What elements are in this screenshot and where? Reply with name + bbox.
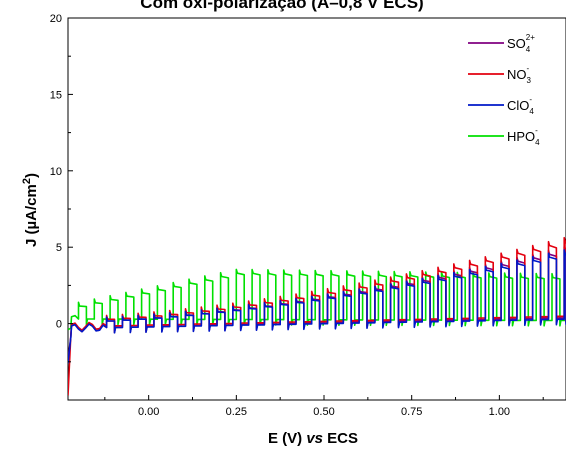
x-axis-title-main: E (V) <box>268 430 306 447</box>
legend-label-main: SO <box>507 36 526 51</box>
series-line-so <box>68 246 566 359</box>
legend-label-sup: - <box>526 64 529 73</box>
y-axis-title: J (µA/cm2) <box>21 173 40 247</box>
y-axis-title-close: ) <box>23 173 40 178</box>
legend-label-sub: 3 <box>527 76 532 85</box>
series-line-clo <box>68 249 566 364</box>
series-line-no <box>68 236 566 396</box>
y-axis-title-unit: A/cm <box>23 184 40 221</box>
x-axis-title-italic: vs <box>306 430 323 447</box>
x-tick-label: 1.00 <box>489 406 510 418</box>
y-tick-label: 5 <box>56 242 62 254</box>
chart-title: Com oxi-polarização (A–0,8 V ECS) <box>140 0 423 12</box>
legend-label: ClO4 - <box>507 95 534 116</box>
legend-label-sup: 2+ <box>526 33 535 42</box>
legend: SO42+NO3-ClO4-HPO4- <box>468 33 540 147</box>
legend-label: SO4 2+ <box>507 33 535 54</box>
y-axis-title-main: J ( <box>23 229 40 247</box>
y-axis-title-sup: 2 <box>21 178 33 184</box>
y-tick-label: 15 <box>50 89 62 101</box>
legend-label-sub: 4 <box>529 107 534 116</box>
x-tick-label: 0.75 <box>401 406 422 418</box>
plot-area <box>67 17 566 401</box>
x-tick-label: 0.25 <box>226 406 247 418</box>
legend-label-main: HPO <box>507 129 535 144</box>
y-tick-label: 20 <box>50 13 62 25</box>
legend-label-sub: 4 <box>535 138 540 147</box>
x-tick-label: 0.50 <box>313 406 334 418</box>
series-layer <box>68 236 566 396</box>
legend-label-sub: 4 <box>526 45 531 54</box>
y-axis-title-mu: µ <box>23 221 40 230</box>
y-tick-label: 0 <box>56 319 62 331</box>
legend-label-main: NO <box>507 67 527 82</box>
legend-label: NO3 - <box>507 64 532 85</box>
legend-label: HPO4 - <box>507 126 540 147</box>
x-axis-title-tail: ECS <box>323 430 358 447</box>
y-tick-label: 10 <box>50 166 62 178</box>
x-tick-label: 0.00 <box>138 406 159 418</box>
legend-label-sup: - <box>535 126 538 135</box>
x-axis-title: E (V) vs ECS <box>268 430 358 447</box>
legend-label-main: ClO <box>507 98 529 113</box>
y-axis: 0 5 10 15 20 <box>50 13 73 363</box>
legend-label-sup: - <box>529 95 532 104</box>
plot-frame <box>67 17 566 401</box>
x-axis: 0.00 0.25 0.50 0.75 1.00 <box>104 395 544 418</box>
